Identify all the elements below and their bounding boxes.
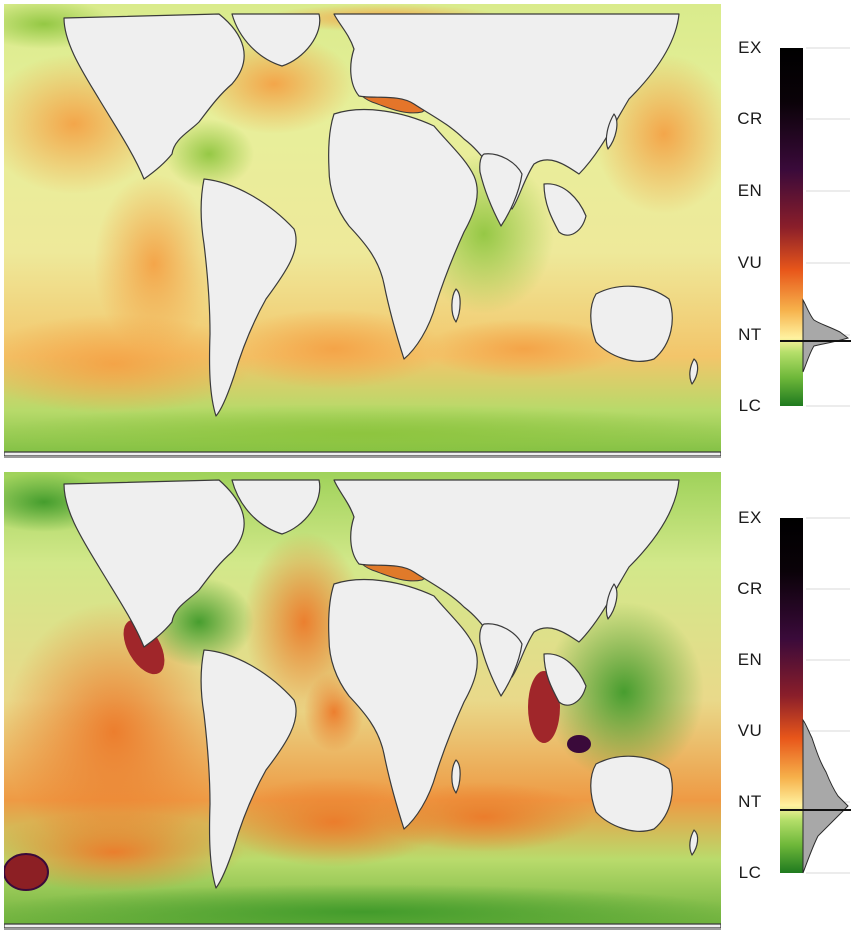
legend-bottom-label-vu: VU [737, 721, 763, 740]
orange-patch-pacific [4, 602, 224, 862]
legend-top-colorbar [780, 48, 803, 406]
legend-top-label-lc: LC [738, 396, 762, 415]
south-america [200, 649, 297, 889]
madagascar [451, 288, 461, 323]
land-masses [4, 13, 721, 456]
legend-top-label-ex: EX [738, 38, 762, 57]
warm-patch-south-pacific [4, 314, 254, 414]
india [479, 623, 523, 697]
antarctica [4, 451, 721, 456]
legend-bottom-label-ex: EX [738, 508, 762, 527]
hotspot-java [567, 735, 591, 753]
warm-patch-indian [424, 319, 624, 379]
south-america [200, 178, 297, 417]
legend-top-svg [780, 47, 851, 407]
legend-bottom-label-cr: CR [737, 579, 763, 598]
north-america [63, 479, 245, 648]
warm-patch-south-atlantic [224, 309, 444, 389]
greenland [231, 479, 321, 535]
legend-top: EX CR EN VU NT LC [730, 0, 857, 462]
orange-patch-south-pacific [4, 812, 244, 892]
southeast-asia [543, 653, 587, 706]
green-patch-caribbean [164, 119, 254, 189]
green-patch-southern-ocean [4, 884, 721, 928]
australia [590, 285, 673, 362]
antarctica [4, 923, 721, 928]
world-map-top-svg [4, 4, 721, 456]
legend-bottom-histogram [802, 718, 849, 874]
warm-patch-east-pacific [94, 174, 214, 354]
legend-bottom-colorbar [780, 518, 803, 873]
japan [605, 583, 618, 620]
japan [605, 113, 618, 150]
world-map-top [4, 4, 721, 458]
legend-top-label-en: EN [737, 181, 763, 200]
north-america [63, 13, 245, 180]
world-map-bottom-svg [4, 472, 721, 928]
legend-top-gridlines [806, 47, 850, 407]
africa [328, 578, 478, 830]
legend-bottom: EX CR EN VU NT LC [730, 468, 857, 933]
world-map-bottom [4, 472, 721, 930]
india [479, 153, 523, 227]
hotspot-south-pacific [4, 853, 49, 891]
legend-top-label-cr: CR [737, 109, 763, 128]
land-masses [4, 479, 721, 928]
legend-bottom-label-nt: NT [738, 792, 762, 811]
greenland [231, 13, 321, 67]
legend-top-label-nt: NT [738, 325, 762, 344]
orange-patch-indian [374, 782, 594, 852]
africa [328, 108, 478, 360]
australia [590, 755, 673, 832]
legend-bottom-label-en: EN [737, 650, 763, 669]
legend-top-histogram [802, 298, 850, 373]
southeast-asia [543, 183, 587, 236]
madagascar [451, 759, 461, 794]
map-panel-bottom: EX CR EN VU NT LC [0, 468, 857, 933]
legend-bottom-svg [780, 517, 851, 874]
new-zealand [689, 829, 699, 856]
legend-bottom-label-lc: LC [738, 863, 762, 882]
legend-top-label-vu: VU [737, 253, 763, 272]
map-panel-top: EX CR EN VU NT LC [0, 0, 857, 462]
green-patch-southern-ocean [4, 404, 721, 456]
new-zealand [689, 358, 699, 385]
